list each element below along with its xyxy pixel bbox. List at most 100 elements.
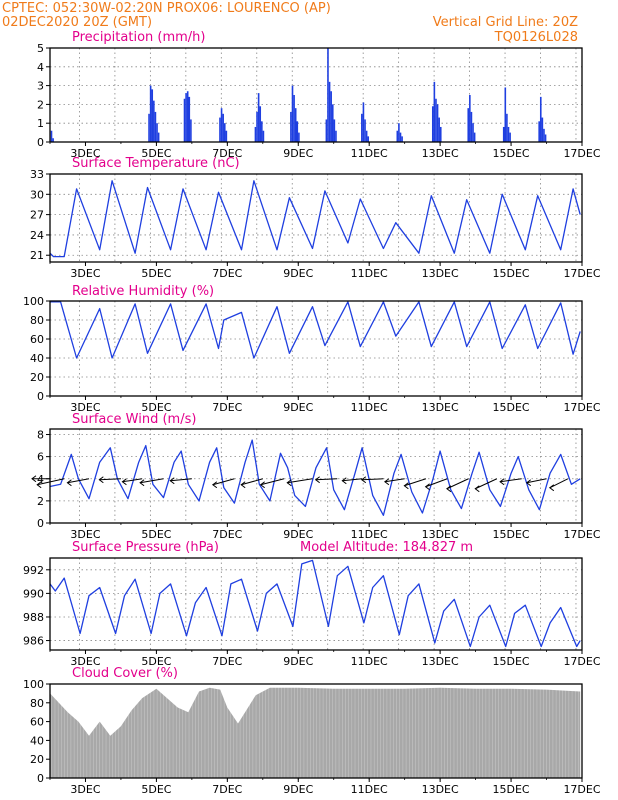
pressure-annotation: Model Altitude: 184.827 m	[300, 540, 473, 555]
precip-xtick-label: 3DEC	[70, 147, 100, 160]
cloud-ytick-label: 80	[30, 697, 44, 710]
wind-ytick-label: 0	[37, 517, 44, 530]
precip-xtick-label: 11DEC	[351, 147, 388, 160]
wind-arrow-head	[360, 476, 367, 484]
precip-bar	[401, 136, 403, 142]
precip-bar	[157, 132, 160, 142]
wind-arrow	[241, 478, 263, 486]
wind-xtick-label: 5DEC	[141, 528, 171, 541]
precip-bar	[398, 123, 400, 142]
wind-xtick-label: 15DEC	[493, 528, 530, 541]
precip-bar	[183, 98, 186, 142]
precip-bar	[153, 100, 155, 142]
precip-bar	[52, 138, 54, 142]
wind-arrow-head	[286, 479, 292, 487]
precip-bar	[298, 132, 300, 142]
pressure-xtick-label: 7DEC	[212, 655, 242, 668]
pressure-xtick-label: 11DEC	[351, 655, 388, 668]
precip-bar	[439, 126, 442, 142]
precip-bar	[335, 130, 337, 142]
temp-frame	[49, 173, 583, 263]
cloud-ytick-label: 100	[23, 678, 44, 691]
wind-arrow	[549, 478, 569, 489]
temp-ytick-label: 33	[30, 168, 44, 181]
precip-bar	[186, 91, 189, 142]
wind-arrow-head	[499, 478, 505, 486]
precip-ytick-label: 5	[37, 42, 44, 55]
wind-arrow-head	[403, 482, 409, 490]
cloud-xtick-label: 13DEC	[422, 783, 459, 796]
wind-frame	[49, 428, 583, 524]
precip-bar	[538, 121, 540, 142]
wind-arrow	[260, 478, 285, 486]
pressure-xtick-label: 9DEC	[283, 655, 313, 668]
precip-bar	[433, 81, 436, 142]
precip-xtick-label: 7DEC	[212, 147, 242, 160]
wind-arrow	[361, 478, 384, 481]
precip-bar	[504, 87, 507, 142]
temp-xtick-label: 15DEC	[493, 267, 530, 280]
precip-panel: Precipitation (mm/h) 0 1 2 3 4 5 3DEC 5DEC 7DEC 9D…	[37, 30, 601, 160]
precip-ytick-label: 1	[37, 117, 44, 130]
precip-bar	[509, 132, 511, 142]
precip-bar	[362, 102, 365, 142]
rh-panel: Relative Humidity (%) 0 20 40 60 80 100 3DEC 5DE…	[23, 284, 601, 414]
wind-arrow	[99, 478, 121, 481]
pressure-frame	[49, 557, 583, 651]
wind-arrow	[212, 478, 235, 486]
wind-arrow	[122, 478, 143, 483]
wind-xtick-label: 7DEC	[212, 528, 242, 541]
location-header: CPTEC: 052:30W-02:20N PROX06: LOURENCO (…	[2, 1, 331, 16]
rh-xtick-label: 15DEC	[493, 401, 530, 414]
temp-title: Surface Temperature (nC)	[72, 156, 240, 171]
precip-bar	[544, 134, 547, 142]
precip-bar	[154, 111, 157, 142]
precip-bar	[328, 81, 331, 142]
precip-bar	[325, 119, 328, 142]
pressure-xtick-label: 17DEC	[563, 655, 600, 668]
rh-xtick-label: 7DEC	[212, 401, 242, 414]
precip-title: Precipitation (mm/h)	[72, 30, 205, 45]
temp-ytick-label: 27	[30, 209, 44, 222]
wind-ytick-label: 8	[37, 429, 44, 442]
precip-bar	[290, 111, 292, 142]
wind-arrow-head	[446, 485, 452, 493]
precip-bar	[219, 117, 221, 142]
pressure-series-line	[49, 559, 581, 648]
wind-arrow-head	[240, 481, 246, 489]
pressure-xtick-label: 5DEC	[141, 655, 171, 668]
precip-bar	[220, 108, 223, 142]
precip-bar	[327, 48, 329, 142]
precip-bar	[330, 91, 332, 142]
rh-series-line	[50, 301, 581, 359]
pressure-panel: Surface Pressure (hPa) Model Altitude: 18…	[23, 540, 601, 668]
wind-arrow-head	[525, 479, 532, 487]
wind-xtick-label: 11DEC	[351, 528, 388, 541]
precip-bar	[256, 111, 258, 142]
pressure-xtick-label: 13DEC	[422, 655, 459, 668]
precip-bar	[543, 128, 545, 142]
wind-ytick-label: 6	[37, 451, 44, 464]
pressure-xtick-label: 15DEC	[493, 655, 530, 668]
wind-panel: Surface Wind (m/s) 0 2 4 6 8 3DEC 5DEC 7DEC 9DEC 1…	[31, 412, 601, 541]
pressure-title: Surface Pressure (hPa)	[72, 540, 219, 555]
cloud-xtick-label: 9DEC	[283, 783, 313, 796]
wind-arrow-head	[31, 475, 37, 483]
precip-bar	[436, 104, 439, 142]
wind-xtick-label: 17DEC	[563, 528, 600, 541]
precip-bar	[539, 96, 542, 142]
precip-xtick-label: 15DEC	[493, 147, 530, 160]
pressure-ytick-label: 992	[23, 564, 44, 577]
cloud-ytick-label: 60	[30, 716, 44, 729]
precip-bar	[257, 93, 260, 142]
precip-bar	[190, 119, 192, 142]
temp-series-line	[49, 180, 581, 258]
cloud-frame	[49, 683, 583, 779]
cloud-ytick-label: 0	[37, 772, 44, 785]
wind-arrow-head	[314, 476, 320, 484]
temp-xtick-label: 3DEC	[70, 267, 100, 280]
wind-arrow	[384, 478, 405, 483]
wind-arrow	[446, 478, 469, 490]
cloud-xtick-label: 7DEC	[212, 783, 242, 796]
cloud-xtick-label: 3DEC	[70, 783, 100, 796]
